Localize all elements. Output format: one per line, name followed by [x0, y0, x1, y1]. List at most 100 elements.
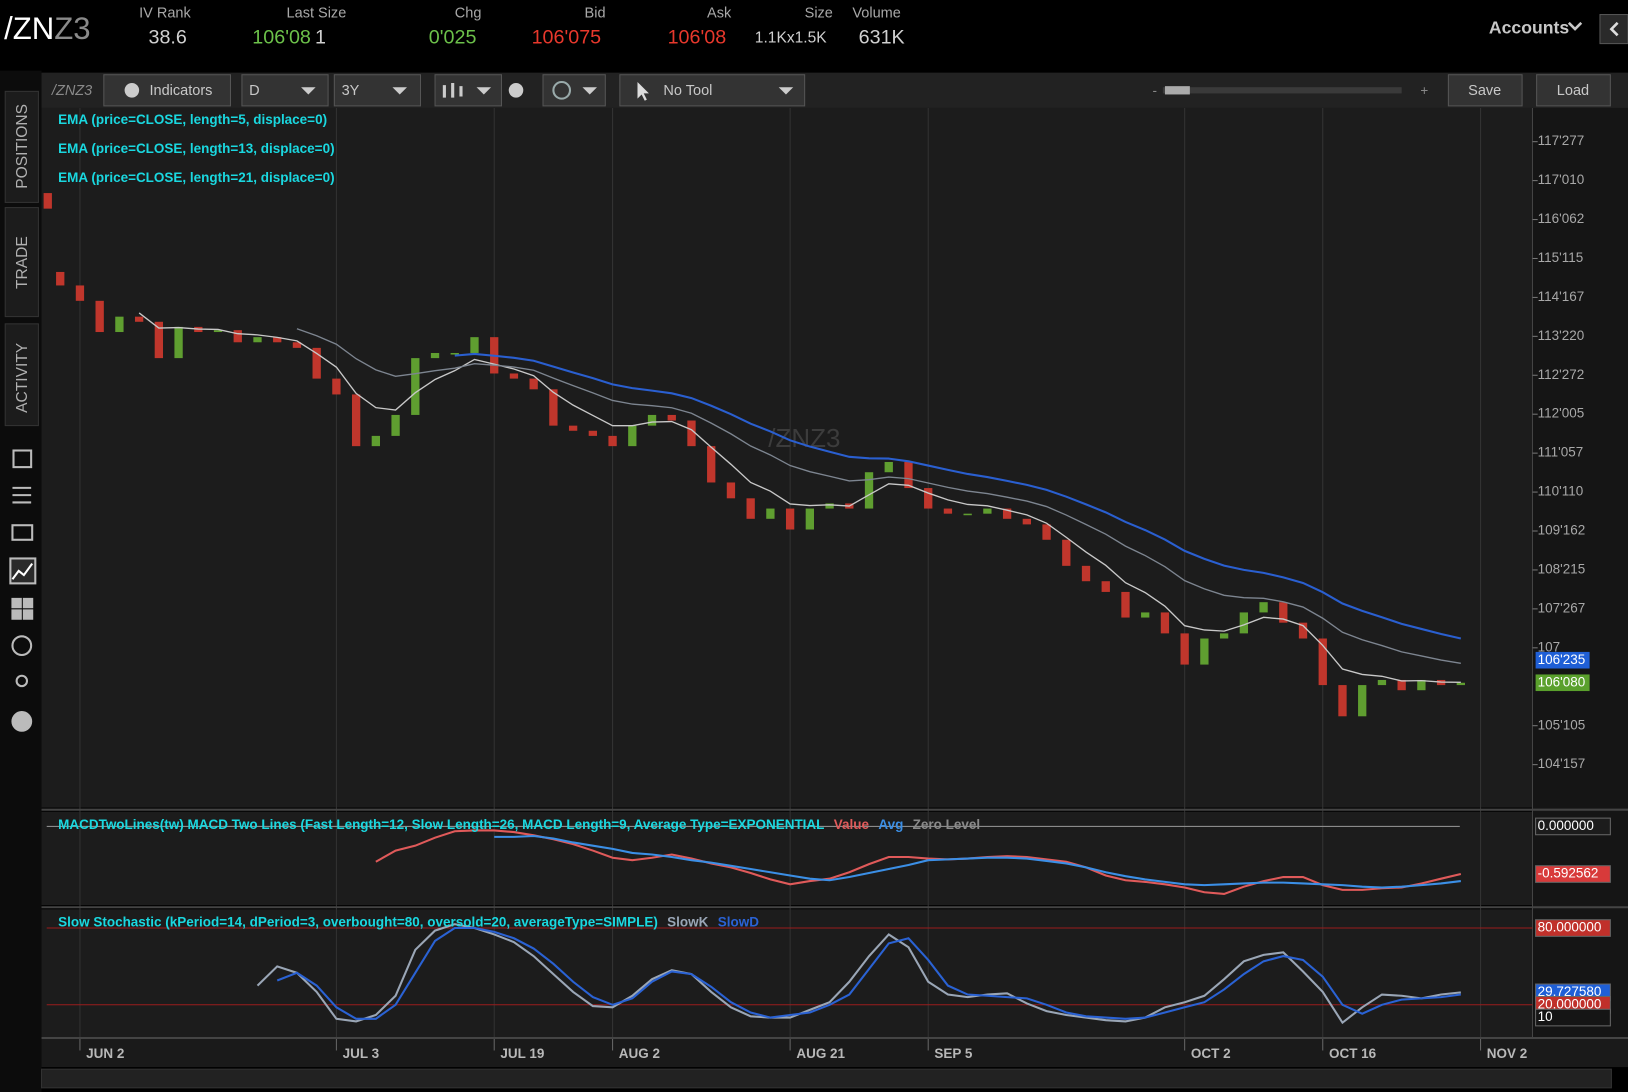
zoom-thumb[interactable] [1164, 86, 1190, 95]
y-tick-badge [1535, 919, 1611, 937]
candle [707, 446, 716, 483]
watermark: /ZNZ3 [768, 425, 840, 453]
collapse-button[interactable] [1599, 14, 1628, 45]
study-label: EMA (price=CLOSE, length=5, displace=0) [58, 112, 327, 127]
scrollbar[interactable] [41, 1068, 1612, 1089]
dropdown-arrow [582, 87, 598, 95]
candle [1101, 581, 1110, 592]
dropdown-arrow [301, 87, 316, 95]
settings-icon[interactable] [508, 83, 524, 98]
ema-line [454, 352, 1462, 640]
candle [134, 316, 144, 322]
drawing-icon [552, 80, 572, 100]
sidebar-icons [9, 449, 37, 732]
side-tab-label: POSITIONS [14, 104, 31, 189]
y-tick-label: 80.000000 [1538, 920, 1602, 935]
icon[interactable] [11, 597, 34, 620]
side-tab[interactable] [4, 207, 39, 318]
dropdown-arrow [392, 87, 407, 95]
candle [1298, 622, 1308, 639]
toolbar-symbol[interactable]: /ZNZ3 [51, 83, 92, 99]
dropdown-arrow [778, 87, 794, 95]
field-value: 106'08 1 [252, 27, 326, 49]
date-label: JUN 2 [86, 1046, 124, 1061]
date-label: OCT 16 [1329, 1046, 1377, 1061]
style-icon [442, 83, 463, 98]
value-axis [1532, 107, 1628, 1039]
field-label: Bid [585, 5, 606, 21]
accounts-chevron[interactable] [1567, 21, 1583, 31]
edge-marker [43, 193, 52, 209]
price-panel [41, 107, 1533, 808]
icon[interactable] [12, 486, 32, 504]
y-tick-label: 0.000000 [1538, 818, 1594, 833]
y-tick-label: 104'157 [1538, 756, 1586, 771]
candle [56, 271, 65, 286]
price-marker [1535, 651, 1590, 669]
date-label: NOV 2 [1487, 1046, 1527, 1061]
date-label: OCT 2 [1191, 1046, 1231, 1061]
y-tick-label: 117'277 [1538, 133, 1585, 148]
icon[interactable] [11, 635, 33, 657]
candle [1042, 524, 1051, 540]
load-button[interactable] [1536, 74, 1611, 107]
price-marker [1535, 674, 1590, 692]
candle [628, 425, 637, 447]
candle [1200, 638, 1209, 665]
tool-dropdown[interactable] [619, 74, 806, 107]
timeframe-dropdown[interactable] [333, 74, 422, 107]
icon[interactable] [11, 711, 33, 732]
plot: JUN 2 JUL 3 JUL 19 AUG 2 AUG 21 SEP 5 OCT 2 OCT… [41, 107, 1628, 1061]
field-label: Size [805, 5, 833, 21]
symbol-suffix: Z3 [54, 11, 90, 46]
candle [391, 414, 400, 436]
icon[interactable] [11, 524, 34, 541]
icon[interactable] [15, 674, 29, 688]
candle [213, 330, 223, 333]
save-label: Save [1468, 83, 1501, 99]
last-price: 106'08 [252, 27, 311, 49]
candle [726, 482, 736, 499]
date-label: AUG 21 [796, 1046, 845, 1061]
candle [1397, 679, 1406, 691]
study-legend: SlowK [667, 914, 708, 929]
candle [1338, 685, 1347, 717]
candle [1377, 679, 1387, 686]
save-button[interactable] [1447, 74, 1523, 107]
icon[interactable] [12, 449, 33, 469]
candle [1121, 591, 1130, 618]
candle [95, 300, 104, 333]
field-label: Volume [852, 5, 900, 21]
study-label: EMA (price=CLOSE, length=13, displace=0) [58, 141, 334, 156]
candle [983, 508, 992, 514]
study-legend: Avg [878, 817, 903, 832]
candle [1022, 518, 1031, 525]
ema-line [296, 328, 1461, 664]
y-tick-label: 109'162 [1538, 523, 1586, 538]
candle [351, 394, 361, 447]
zoom-in[interactable]: + [1420, 83, 1428, 98]
y-tick-label: 10 [1538, 1009, 1553, 1024]
side-tab-label: ACTIVITY [14, 342, 31, 413]
accounts-menu[interactable]: Accounts [1489, 18, 1570, 38]
candle [233, 330, 242, 343]
zoom-slider[interactable] [1162, 87, 1402, 94]
collapse-icon [1609, 21, 1619, 37]
candle [1259, 602, 1268, 613]
date-label: JUL 3 [343, 1046, 380, 1061]
aggregation-dropdown[interactable] [241, 74, 329, 107]
candle [1417, 679, 1426, 691]
side-tab[interactable] [4, 323, 39, 427]
date-label: AUG 2 [619, 1046, 660, 1061]
last-size: 1 [315, 27, 326, 49]
candle [470, 337, 479, 353]
style-dropdown[interactable] [434, 74, 503, 107]
candle [825, 503, 834, 509]
candle [924, 488, 933, 509]
candle [115, 316, 124, 333]
icon[interactable] [9, 557, 37, 585]
y-tick-badge [1535, 865, 1611, 883]
zoom-out[interactable]: - [1152, 83, 1157, 98]
y-tick-label: 112'272 [1538, 367, 1585, 382]
side-tab[interactable] [4, 90, 39, 203]
